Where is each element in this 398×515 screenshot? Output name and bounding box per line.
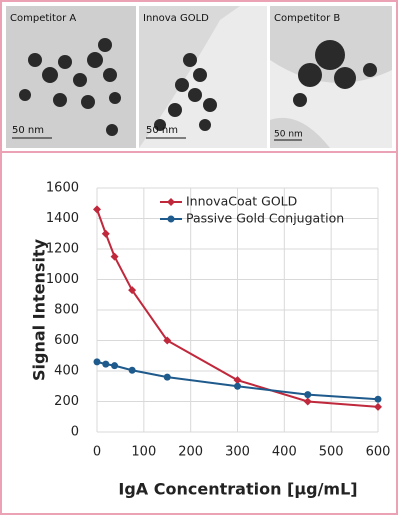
data-point — [128, 286, 137, 295]
x-tick-label: 400 — [272, 445, 297, 460]
x-tick-label: 500 — [319, 445, 344, 460]
series-line — [96, 209, 379, 408]
data-point — [304, 391, 312, 399]
y-tick-label: 800 — [54, 303, 79, 318]
panel-label: Innova GOLD — [143, 13, 209, 24]
x-tick-label: 600 — [366, 445, 391, 460]
scale-label: 50 nm — [146, 125, 178, 136]
y-tick-label: 1200 — [46, 242, 79, 257]
data-point — [111, 362, 119, 370]
scale-label: 50 nm — [12, 125, 44, 136]
x-tick-label: 100 — [131, 445, 156, 460]
micrographs: Competitor A Innova GOLD Competitor B 50… — [6, 6, 392, 148]
data-point — [234, 382, 241, 390]
legend-label: InnovaCoat GOLD — [186, 194, 297, 209]
y-tick-label: 200 — [54, 394, 79, 409]
data-point — [93, 358, 101, 366]
x-axis-title: IgA Concentration [μg/mL] — [118, 480, 357, 499]
legend-label: Passive Gold Conjugation — [186, 211, 344, 226]
data-point — [374, 402, 382, 411]
data-point — [303, 397, 312, 406]
particles — [19, 38, 377, 136]
y-tick-label: 600 — [54, 333, 79, 348]
legend-marker — [167, 198, 175, 206]
data-point — [128, 366, 136, 374]
x-tick-label: 300 — [225, 445, 250, 460]
data-point — [110, 252, 119, 261]
y-tick-label: 400 — [54, 364, 79, 379]
y-axis-title: Signal Intensity — [30, 238, 49, 381]
x-tick-label: 0 — [93, 445, 101, 460]
panel-label: Competitor A — [10, 13, 76, 24]
x-tick-label: 200 — [178, 445, 203, 460]
data-point — [163, 373, 171, 381]
data-point — [374, 395, 382, 403]
legend-marker — [167, 215, 175, 223]
data-point — [93, 205, 101, 214]
y-tick-label: 1600 — [46, 181, 79, 196]
data-point — [101, 229, 110, 238]
y-tick-label: 1400 — [46, 211, 79, 226]
panel-label: Competitor B — [274, 13, 340, 24]
data-point — [102, 360, 110, 368]
scale-label: 50 nm — [274, 130, 303, 140]
y-tick-label: 1000 — [46, 272, 79, 287]
data-point — [163, 336, 172, 345]
data-point — [233, 376, 242, 385]
y-tick-label: 0 — [71, 425, 79, 440]
